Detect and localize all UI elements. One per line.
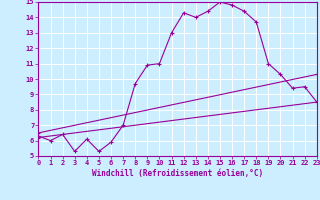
X-axis label: Windchill (Refroidissement éolien,°C): Windchill (Refroidissement éolien,°C) — [92, 169, 263, 178]
